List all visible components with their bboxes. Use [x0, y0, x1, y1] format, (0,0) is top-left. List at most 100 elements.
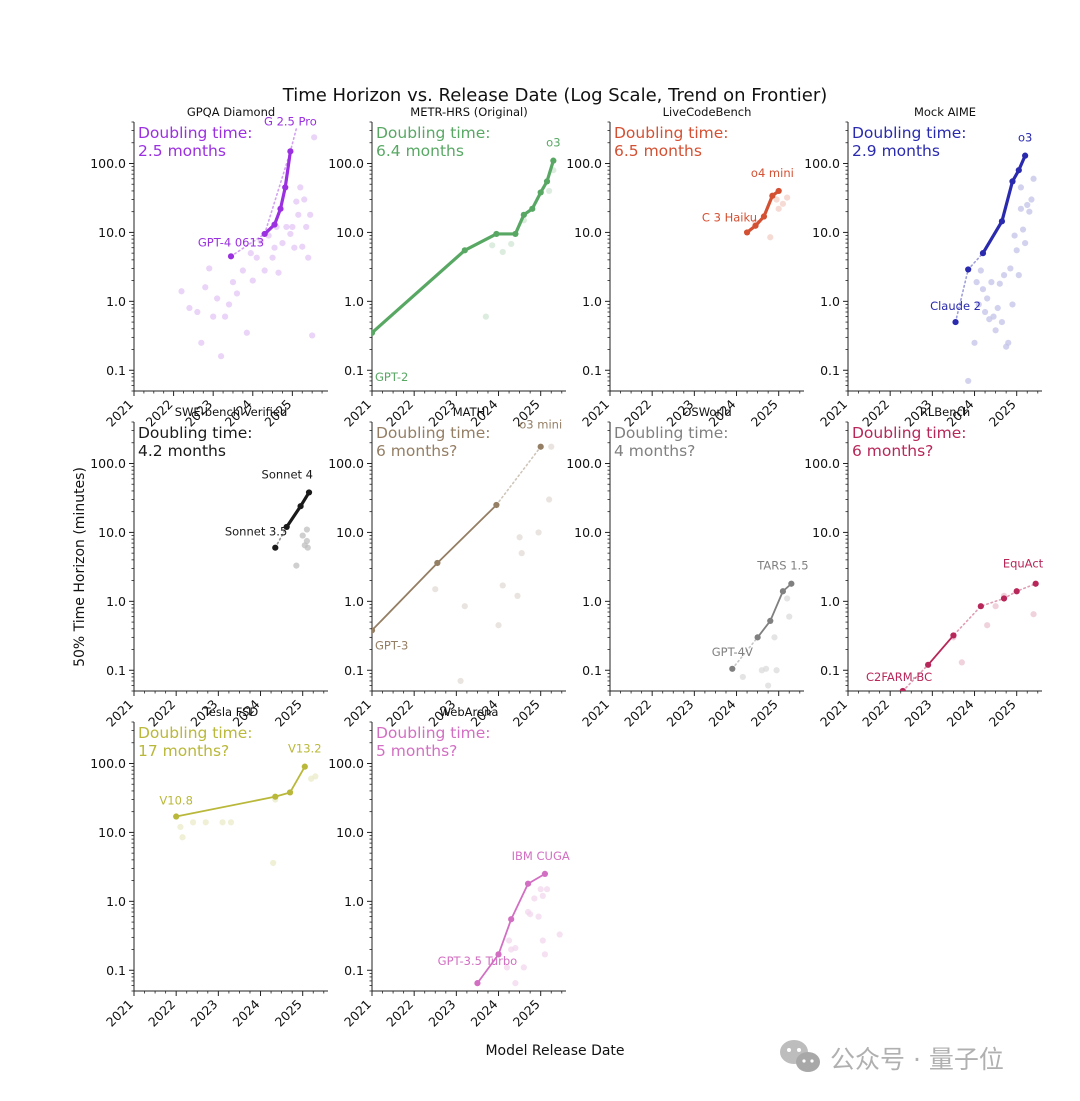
frontier-model-point — [1009, 178, 1016, 185]
frontier-model-point — [899, 687, 906, 691]
frontier-model-point — [277, 205, 284, 212]
y-tick-label: 1.0 — [344, 294, 364, 309]
y-tick-label: 1.0 — [106, 594, 126, 609]
frontier-model-point — [272, 793, 279, 800]
model-label: GPT-4V — [712, 645, 753, 659]
other-model-point — [1015, 272, 1022, 279]
frontier-model-point — [271, 221, 278, 228]
x-tick-label: 2021 — [103, 697, 136, 730]
frontier-model-point — [227, 253, 235, 260]
y-tick-label: 0.1 — [344, 663, 364, 678]
doubling-time-line: Doubling time: — [138, 424, 253, 442]
frontier-model-point — [301, 763, 308, 770]
other-model-point — [965, 377, 972, 385]
other-model-point — [304, 544, 311, 551]
other-model-point — [287, 230, 294, 238]
y-tick-label: 10.0 — [812, 525, 840, 540]
frontier-model-point — [1015, 167, 1022, 174]
plot-area — [272, 489, 313, 569]
other-model-point — [495, 622, 502, 629]
other-model-point — [312, 773, 319, 780]
doubling-time-annotation: Doubling time: 4 months? — [614, 424, 729, 460]
y-tick-label: 0.1 — [344, 963, 364, 978]
y-tick-label: 0.1 — [582, 363, 602, 378]
frontier-trend-line — [756, 582, 793, 639]
other-model-point — [249, 277, 256, 284]
x-tick-label: 2022 — [859, 697, 892, 730]
other-model-point — [1019, 226, 1027, 233]
doubling-time-line: Doubling time: — [138, 124, 253, 142]
other-model-point — [299, 243, 306, 250]
other-model-point — [505, 937, 513, 944]
other-model-point — [1013, 247, 1020, 254]
y-tick-label: 0.1 — [820, 363, 840, 378]
frontier-model-point — [286, 789, 294, 796]
y-tick-label: 10.0 — [98, 825, 126, 840]
x-tick-label: 2021 — [103, 997, 136, 1030]
x-tick-label: 2024 — [230, 996, 263, 1029]
y-tick-label: 100.0 — [804, 456, 840, 471]
other-model-point — [293, 562, 300, 569]
plot-area — [178, 127, 318, 360]
subplot-title: Tesla FSD — [203, 705, 259, 719]
frontier-model-point — [998, 218, 1006, 225]
y-tick-label: 0.1 — [820, 663, 840, 678]
other-model-point — [229, 279, 237, 286]
other-model-point — [499, 248, 506, 256]
frontier-model-point — [434, 559, 441, 567]
y-tick-label: 1.0 — [106, 894, 126, 909]
other-model-point — [981, 308, 989, 316]
other-model-point — [546, 496, 553, 503]
wechat-icon — [780, 1040, 820, 1072]
frontier-model-point — [1013, 588, 1020, 595]
x-tick-label: 2022 — [621, 697, 654, 730]
other-model-point — [303, 537, 311, 545]
doubling-time-annotation: Doubling time: 6 months? — [376, 424, 491, 460]
other-model-point — [243, 329, 250, 336]
other-model-point — [765, 682, 772, 689]
other-model-point — [541, 951, 549, 958]
doubling-time-line: 5 months? — [376, 742, 457, 760]
y-tick-label: 100.0 — [90, 156, 126, 171]
other-model-point — [984, 295, 991, 302]
y-tick-label: 10.0 — [812, 225, 840, 240]
other-model-point — [239, 267, 246, 274]
figure-title: Time Horizon vs. Release Date (Log Scale… — [282, 85, 828, 106]
frontier-trend-line — [372, 159, 555, 335]
model-label: o4 mini — [751, 166, 794, 180]
frontier-model-point — [775, 187, 782, 195]
frontier-model-point — [474, 980, 481, 987]
doubling-time-annotation: Doubling time: 2.5 months — [138, 124, 253, 160]
plot-area — [474, 870, 563, 987]
x-tick-label: 2021 — [817, 397, 850, 430]
doubling-time-line: Doubling time: — [852, 424, 967, 442]
watermark: 公众号 · 量子位 — [780, 1040, 1004, 1074]
x-tick-label: 2024 — [706, 696, 739, 729]
other-model-point — [556, 931, 563, 938]
doubling-time-annotation: Doubling time: 6 months? — [852, 424, 967, 460]
other-model-point — [531, 895, 538, 902]
frontier-model-point — [767, 617, 774, 625]
other-model-point — [295, 211, 302, 218]
other-model-point — [179, 834, 186, 841]
doubling-time-line: Doubling time: — [376, 424, 491, 442]
watermark-text: 公众号 · 量子位 — [830, 1045, 1004, 1074]
y-tick-label: 100.0 — [804, 156, 840, 171]
x-tick-label: 2024 — [468, 996, 501, 1029]
subplot-title: SWE-bench Verified — [175, 405, 288, 419]
y-tick-label: 1.0 — [820, 294, 840, 309]
subplot-7: OSWorld 0.1 1.0 10.0 100.0 2021 2022 2023 2024 20… — [566, 405, 808, 730]
other-model-point — [1017, 184, 1025, 191]
trend-extension-line — [731, 636, 759, 670]
frontier-model-point — [493, 501, 500, 509]
frontier-model-point — [754, 634, 761, 641]
other-model-point — [1017, 205, 1025, 212]
frontier-model-point — [493, 230, 500, 238]
other-model-point — [1026, 208, 1033, 215]
x-tick-label: 2021 — [341, 997, 374, 1030]
frontier-model-point — [965, 266, 972, 273]
subplot-title: WebArena — [440, 705, 499, 719]
frontier-model-point — [950, 632, 957, 639]
